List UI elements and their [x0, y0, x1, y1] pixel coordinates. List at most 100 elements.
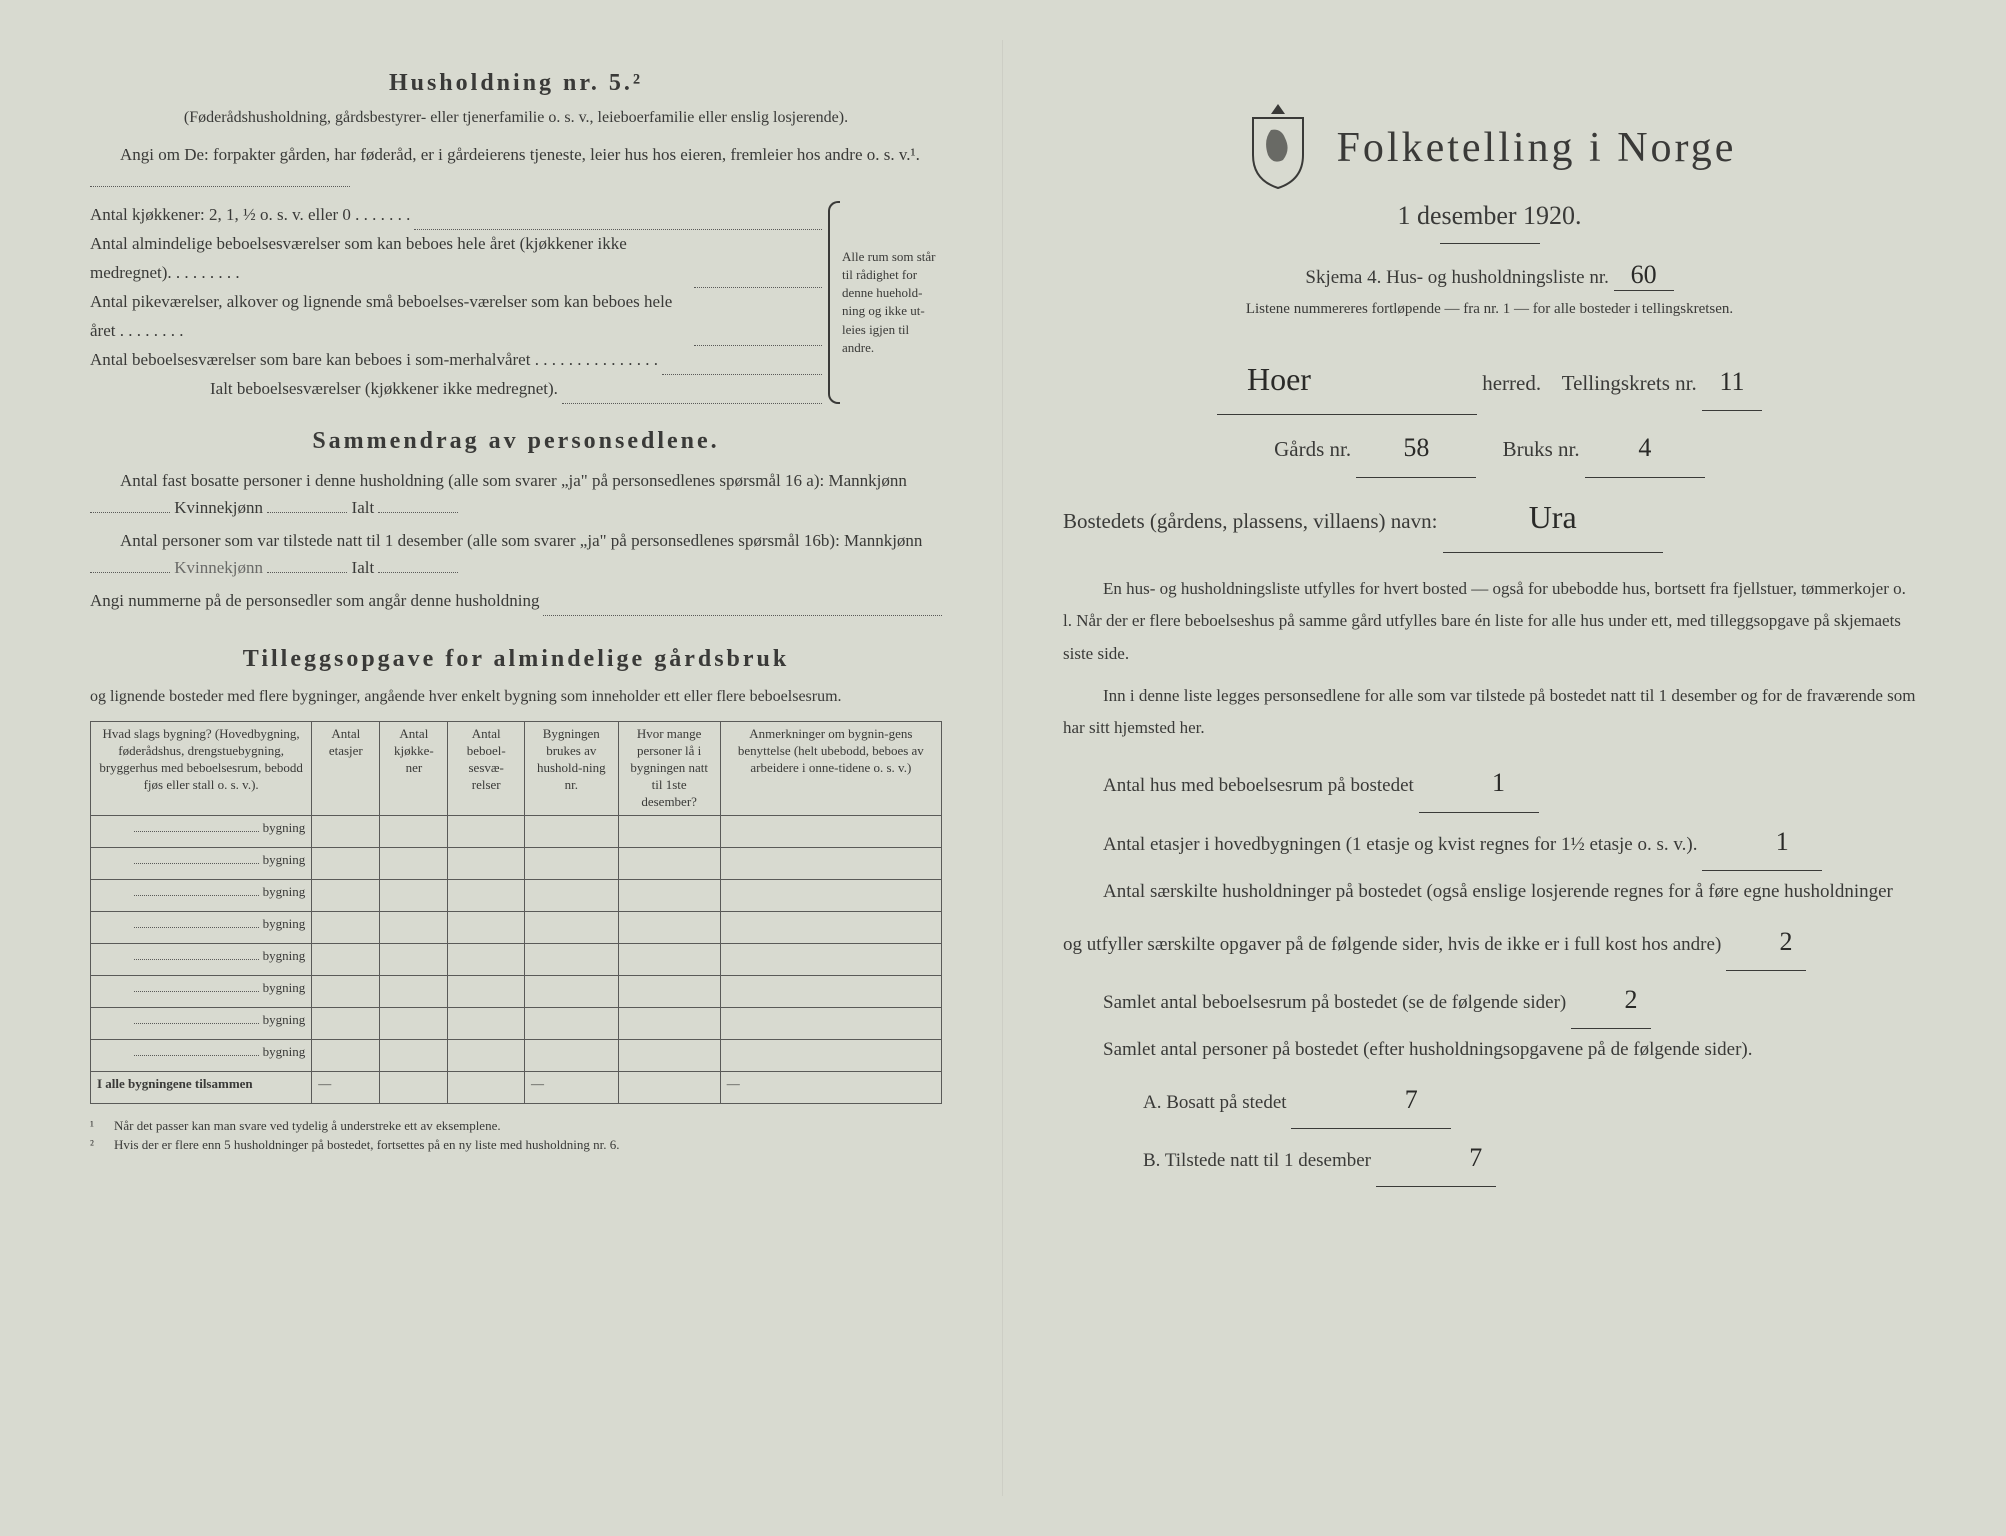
building-type-cell: bygning	[91, 943, 312, 975]
ialt-row: Ialt beboelsesværelser (kjøkkener ikke m…	[90, 375, 822, 404]
tellingskrets-label: Tellingskrets nr.	[1562, 371, 1697, 395]
table-cell	[380, 975, 448, 1007]
kjokken-field	[414, 201, 822, 230]
brace-note: Alle rum som står til rådighet for denne…	[822, 201, 942, 403]
table-total-row: I alle bygningene tilsammen — — —	[91, 1071, 942, 1103]
gards-line: Gårds nr. 58 Bruks nr. 4	[1063, 419, 1916, 477]
herred-line: Hoer herred. Tellingskrets nr. 11	[1063, 344, 1916, 415]
left-page: Husholdning nr. 5.² (Føderådshusholdning…	[30, 40, 1003, 1496]
listene-subtitle: Listene nummereres fortløpende — fra nr.…	[1063, 301, 1916, 318]
ialt-label-1: Ialt	[352, 498, 375, 517]
table-cell	[312, 815, 380, 847]
title-row: Folketelling i Norge	[1063, 100, 1916, 195]
herred-value: Hoer	[1217, 344, 1477, 415]
table-header-cell: Bygningen brukes av hushold-ning nr.	[524, 722, 618, 815]
table-cell	[618, 911, 720, 943]
table-cell	[380, 847, 448, 879]
table-cell	[312, 1007, 380, 1039]
ialt-label: Ialt beboelsesværelser (kjøkkener ikke m…	[210, 375, 558, 404]
list-nr-value: 60	[1614, 260, 1674, 291]
table-cell	[524, 975, 618, 1007]
kvinne-field-2	[267, 572, 347, 573]
table-cell	[448, 975, 525, 1007]
antal-hus-label: Antal hus med beboelsesrum på bostedet	[1103, 775, 1414, 796]
building-type-cell: bygning	[91, 975, 312, 1007]
total-dash: —	[720, 1071, 941, 1103]
tillegg-title: Tilleggsopgave for almindelige gårdsbruk	[90, 646, 942, 673]
table-cell	[618, 1007, 720, 1039]
pike-row: Antal pikeværelser, alkover og lignende …	[90, 288, 822, 346]
mann-field-1	[90, 512, 170, 513]
table-cell	[720, 815, 941, 847]
antal-etasjer-line: Antal etasjer i hovedbygningen (1 etasje…	[1063, 813, 1916, 871]
table-row: bygning	[91, 975, 942, 1007]
total-cell	[380, 1071, 448, 1103]
table-cell	[524, 1007, 618, 1039]
bruks-label: Bruks nr.	[1503, 437, 1580, 461]
kvinne-field-1	[267, 512, 347, 513]
table-cell	[720, 847, 941, 879]
main-title: Folketelling i Norge	[1337, 124, 1737, 172]
table-cell	[312, 879, 380, 911]
kjokken-row: Antal kjøkkener: 2, 1, ½ o. s. v. eller …	[90, 201, 822, 230]
building-table: Hvad slags bygning? (Hovedbygning, føder…	[90, 721, 942, 1103]
table-cell	[524, 847, 618, 879]
almindelige-field	[694, 230, 822, 288]
fn-num-1: ¹	[90, 1116, 114, 1136]
table-header-cell: Anmerkninger om bygnin-gens benyttelse (…	[720, 722, 941, 815]
footnotes: ¹ Når det passer kan man svare ved tydel…	[90, 1116, 942, 1155]
table-cell	[618, 815, 720, 847]
table-cell	[312, 943, 380, 975]
table-cell	[618, 1039, 720, 1071]
table-cell	[720, 1039, 941, 1071]
table-cell	[720, 1007, 941, 1039]
table-cell	[618, 847, 720, 879]
ialt-field-2	[378, 572, 458, 573]
right-page: Folketelling i Norge 1 desember 1920. Sk…	[1003, 40, 1976, 1496]
table-header-cell: Antal kjøkke-ner	[380, 722, 448, 815]
table-cell	[524, 1039, 618, 1071]
total-dash: —	[524, 1071, 618, 1103]
antal-etasjer-value: 1	[1702, 813, 1822, 871]
bosted-label: Bostedets (gårdens, plassens, villaens) …	[1063, 509, 1437, 533]
fast-bosatte-para: Antal fast bosatte personer i denne hush…	[90, 467, 942, 521]
table-cell	[380, 943, 448, 975]
footnote-2: ² Hvis der er flere enn 5 husholdninger …	[90, 1135, 942, 1155]
building-type-cell: bygning	[91, 847, 312, 879]
building-type-cell: bygning	[91, 879, 312, 911]
samlet-beboelse-line: Samlet antal beboelsesrum på bostedet (s…	[1063, 971, 1916, 1029]
table-header-cell: Hvor mange personer lå i bygningen natt …	[618, 722, 720, 815]
table-cell	[312, 847, 380, 879]
table-cell	[720, 975, 941, 1007]
table-cell	[380, 1007, 448, 1039]
antal-etasjer-label: Antal etasjer i hovedbygningen (1 etasje…	[1103, 834, 1697, 855]
room-counts-section: Antal kjøkkener: 2, 1, ½ o. s. v. eller …	[90, 201, 942, 403]
table-cell	[312, 911, 380, 943]
ialt-field-1	[378, 512, 458, 513]
angi-nummerne-row: Angi nummerne på de personsedler som ang…	[90, 587, 942, 616]
body-para-1: En hus- og husholdningsliste utfylles fo…	[1063, 573, 1916, 670]
bosatt-value: 7	[1291, 1071, 1451, 1129]
table-cell	[380, 879, 448, 911]
table-cell	[448, 815, 525, 847]
ialt-label-2: Ialt	[352, 558, 375, 577]
fn-text-1: Når det passer kan man svare ved tydelig…	[114, 1116, 501, 1136]
total-dash: —	[312, 1071, 380, 1103]
samlet-beboelse-label: Samlet antal beboelsesrum på bostedet (s…	[1103, 992, 1566, 1013]
antal-hus-line: Antal hus med beboelsesrum på bostedet 1	[1063, 754, 1916, 812]
fn-text-2: Hvis der er flere enn 5 husholdninger på…	[114, 1135, 619, 1155]
table-row: bygning	[91, 911, 942, 943]
almindelige-row: Antal almindelige beboelsesværelser som …	[90, 230, 822, 288]
pike-label: Antal pikeværelser, alkover og lignende …	[90, 288, 690, 346]
bosted-value: Ura	[1443, 482, 1663, 553]
sommer-field	[662, 346, 822, 375]
table-cell	[524, 911, 618, 943]
gards-label: Gårds nr.	[1274, 437, 1351, 461]
ialt-field	[562, 375, 822, 404]
samlet-personer-line: Samlet antal personer på bostedet (efter…	[1063, 1029, 1916, 1071]
table-cell	[380, 1039, 448, 1071]
kjokken-label: Antal kjøkkener: 2, 1, ½ o. s. v. eller …	[90, 201, 410, 230]
sommer-label: Antal beboelsesværelser som bare kan beb…	[90, 346, 658, 375]
table-cell	[524, 815, 618, 847]
table-row: bygning	[91, 943, 942, 975]
